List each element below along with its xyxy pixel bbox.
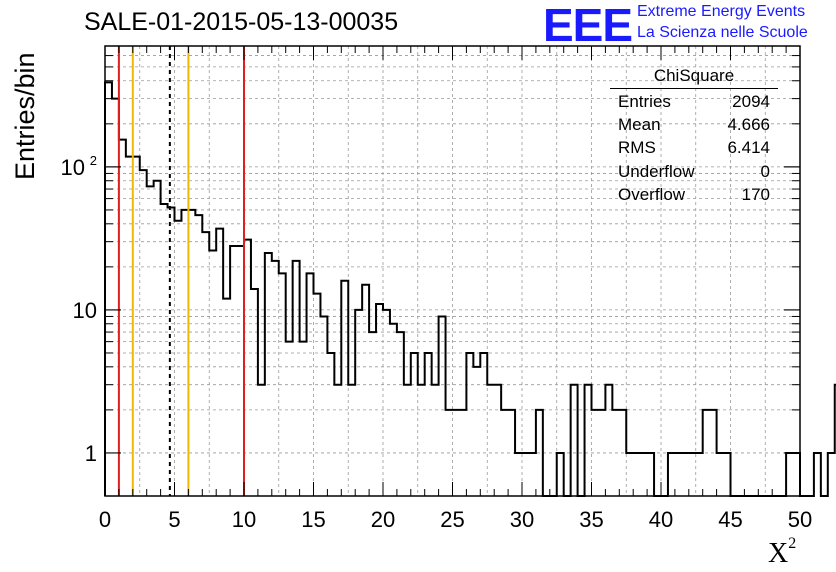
logo-subtitle-2: La Scienza nelle Scuole xyxy=(637,24,808,41)
x-axis-label: X2 xyxy=(768,534,797,569)
y-tick-label: 10 xyxy=(61,155,85,180)
x-tick-label: 40 xyxy=(649,507,673,532)
chart-title: SALE-01-2015-05-13-00035 xyxy=(84,8,399,36)
x-tick-label: 5 xyxy=(168,507,180,532)
logo-subtitle-1: Extreme Energy Events xyxy=(637,3,806,20)
stats-title: ChiSquare xyxy=(610,66,778,89)
stats-box: ChiSquare Entries 2094 Mean 4.666 RMS 6.414… xyxy=(610,66,778,208)
x-tick-label: 0 xyxy=(99,507,111,532)
x-tick-label: 50 xyxy=(788,507,812,532)
stats-row-underflow: Underflow 0 xyxy=(618,161,770,181)
y-tick-label: 1 xyxy=(85,441,97,466)
x-tick-label: 20 xyxy=(371,507,395,532)
x-tick-label: 25 xyxy=(440,507,464,532)
stats-row-mean: Mean 4.666 xyxy=(618,115,770,135)
stats-row-rms: RMS 6.414 xyxy=(618,138,770,158)
stats-row-overflow: Overflow 170 xyxy=(618,184,770,204)
x-tick-label: 10 xyxy=(232,507,256,532)
eee-logo: EEE xyxy=(543,0,633,51)
y-axis-label: Entries/bin xyxy=(10,52,40,180)
x-tick-label: 30 xyxy=(510,507,534,532)
x-tick-label: 45 xyxy=(718,507,742,532)
y-tick-superscript: 2 xyxy=(90,153,97,168)
x-tick-label: 35 xyxy=(579,507,603,532)
stats-row-entries: Entries 2094 xyxy=(618,92,770,111)
x-tick-label: 15 xyxy=(301,507,325,532)
y-tick-label: 10 xyxy=(73,298,97,323)
